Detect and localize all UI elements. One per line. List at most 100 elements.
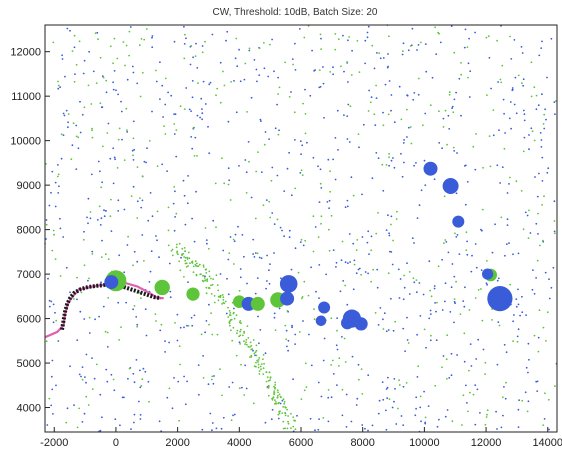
green-point: [215, 226, 217, 229]
blue-point: [192, 56, 195, 59]
green-point: [474, 297, 477, 299]
green-point: [173, 123, 176, 125]
green-point: [120, 326, 122, 328]
blue-point: [400, 415, 403, 417]
green-point: [118, 339, 120, 341]
blue-point: [75, 168, 78, 171]
green-point: [183, 276, 185, 278]
green-point: [303, 280, 306, 283]
green-point: [255, 349, 258, 352]
green-point: [143, 38, 146, 41]
blue-point: [387, 214, 389, 217]
blue-point: [264, 131, 267, 133]
green-point: [171, 248, 174, 251]
blue-point: [120, 110, 123, 113]
green-point: [499, 78, 502, 81]
green-point: [128, 30, 131, 33]
blue-point: [135, 316, 138, 318]
green-point: [141, 71, 144, 74]
green-point: [509, 176, 511, 179]
x-tick-label: 10000: [409, 437, 440, 449]
blue-point: [466, 402, 468, 404]
blue-point: [112, 182, 115, 185]
blue-point: [332, 66, 334, 69]
blue-point: [387, 376, 389, 379]
green-point: [192, 265, 195, 268]
green-point: [210, 312, 213, 314]
green-point: [88, 316, 91, 319]
blue-point: [538, 172, 540, 175]
blue-point: [515, 112, 518, 115]
blue-point: [54, 181, 57, 184]
green-point: [509, 35, 511, 38]
blue-point: [228, 386, 231, 388]
blue-point: [538, 54, 541, 57]
blue-point: [133, 413, 136, 416]
blue-point: [388, 80, 391, 82]
blue-point: [536, 380, 539, 383]
blue-point: [447, 114, 450, 117]
blue-point: [207, 125, 209, 128]
blue-point: [64, 75, 66, 78]
green-point: [375, 232, 378, 235]
green-point: [388, 398, 391, 400]
blue-point: [208, 83, 211, 86]
blue-point: [323, 116, 325, 119]
blue-point: [133, 421, 135, 424]
blue-point: [492, 134, 495, 137]
green-point: [448, 93, 451, 96]
blue-point: [87, 279, 89, 282]
blue-point: [241, 386, 243, 389]
green-point: [405, 382, 408, 384]
blue-point: [500, 426, 503, 429]
blue-point: [526, 214, 529, 217]
green-point: [235, 354, 238, 357]
green-point: [203, 277, 206, 279]
green-point: [503, 147, 506, 150]
blue-point: [208, 152, 211, 155]
blue-point: [186, 380, 189, 383]
blue-point: [161, 84, 164, 87]
green-point: [334, 48, 337, 51]
blue-point: [448, 377, 451, 379]
blue-point: [506, 224, 509, 227]
blue-point: [143, 160, 146, 163]
green-point: [208, 323, 210, 326]
green-point: [238, 335, 241, 338]
green-point: [187, 251, 190, 254]
green-point: [484, 361, 487, 364]
green-point: [204, 268, 207, 271]
blue-point: [416, 333, 418, 336]
blue-point: [469, 343, 472, 345]
green-point: [105, 79, 108, 82]
green-point: [492, 109, 495, 111]
blue-point: [85, 381, 87, 384]
blue-point: [352, 242, 355, 245]
green-point: [533, 334, 536, 337]
blue-point: [537, 233, 539, 235]
green-point: [279, 395, 282, 398]
blue-point: [176, 339, 179, 342]
green-point: [78, 40, 81, 43]
blue-point: [496, 164, 499, 167]
green-point: [239, 334, 242, 337]
green-point: [243, 330, 246, 333]
blue-point: [545, 118, 547, 121]
green-point: [489, 165, 492, 168]
blue-point: [294, 139, 296, 141]
blue-point: [378, 399, 381, 402]
green-point: [542, 239, 544, 242]
blue-point: [411, 237, 414, 240]
blue-point: [52, 321, 55, 324]
green-point: [256, 252, 259, 255]
green-point: [227, 183, 230, 186]
blue-point: [132, 120, 135, 123]
blue-point: [142, 367, 145, 370]
green-point: [239, 343, 242, 345]
green-point: [183, 108, 186, 110]
blue-point: [271, 38, 273, 41]
green-point: [240, 322, 242, 325]
green-point: [275, 402, 278, 405]
green-point: [167, 229, 170, 232]
blue-point: [388, 234, 391, 237]
